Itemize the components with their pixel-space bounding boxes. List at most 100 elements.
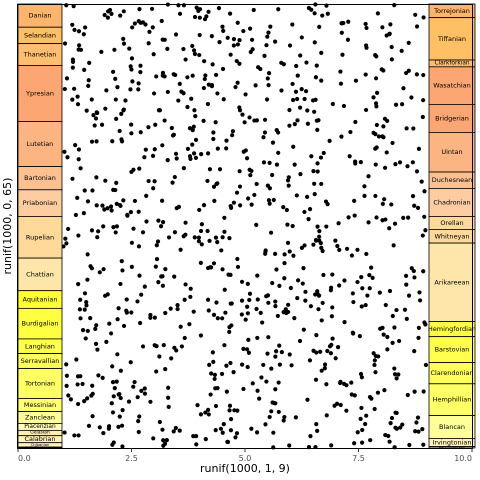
scatter-point	[329, 314, 334, 319]
scatter-point	[373, 162, 378, 167]
right-timescale-interval-label: Hemingfordian	[428, 325, 476, 333]
scatter-point	[282, 252, 287, 257]
scatter-point	[111, 225, 116, 230]
scatter-point	[187, 154, 193, 159]
scatter-point	[294, 193, 299, 198]
scatter-point	[139, 292, 144, 297]
scatter-point	[64, 76, 70, 81]
right-timescale-interval: Clarendonian	[428, 362, 476, 385]
scatter-point	[220, 316, 225, 321]
scatter-point	[138, 130, 143, 135]
scatter-point	[140, 344, 146, 349]
scatter-point	[161, 443, 166, 448]
scatter-point	[113, 76, 118, 81]
scatter-point	[352, 441, 357, 446]
scatter-point	[273, 251, 278, 256]
right-timescale-interval: Uintan	[428, 132, 476, 173]
scatter-point	[252, 192, 257, 198]
scatter-point	[151, 52, 156, 57]
scatter-point	[185, 146, 191, 152]
scatter-point	[417, 290, 422, 295]
scatter-point	[128, 360, 133, 365]
scatter-point	[265, 351, 270, 356]
scatter-point	[399, 48, 404, 53]
scatter-point	[142, 155, 147, 160]
scatter-point	[293, 89, 299, 94]
scatter-point	[96, 229, 101, 234]
scatter-point	[142, 386, 147, 391]
scatter-point	[353, 78, 359, 83]
scatter-point	[198, 228, 204, 234]
scatter-point	[273, 304, 278, 309]
scatter-point	[228, 52, 233, 57]
scatter-point	[224, 363, 229, 368]
scatter-point	[371, 351, 376, 356]
scatter-point	[352, 393, 357, 398]
left-timescale-interval: Ypresian	[17, 65, 63, 122]
scatter-point	[360, 440, 365, 445]
scatter-point	[355, 247, 360, 252]
scatter-point	[416, 335, 421, 341]
scatter-point	[390, 140, 395, 146]
scatter-point	[115, 352, 120, 357]
scatter-point	[181, 91, 186, 96]
left-timescale-interval-label: Late Pleistocene	[26, 446, 55, 450]
scatter-point	[208, 392, 213, 397]
scatter-point	[389, 57, 394, 62]
scatter-point	[344, 408, 349, 413]
scatter-point	[385, 118, 390, 123]
scatter-point	[318, 349, 323, 354]
left-timescale-bar: Danian Selandian Thanetian Ypresian Lutetian…	[17, 3, 63, 450]
scatter-point	[166, 385, 171, 390]
scatter-point	[190, 142, 195, 147]
scatter-point	[229, 301, 234, 306]
scatter-point	[265, 293, 271, 298]
scatter-point	[136, 81, 141, 86]
scatter-point	[172, 230, 178, 235]
scatter-point	[295, 96, 300, 102]
scatter-point	[249, 37, 255, 42]
x-axis: 0.0 2.5 5.0 7.5 10.0	[17, 448, 473, 463]
left-timescale-interval: Messinian	[17, 398, 63, 413]
left-timescale-interval-label: Burdigalian	[22, 320, 59, 328]
scatter-point	[308, 434, 313, 439]
scatter-point	[379, 67, 384, 72]
scatter-point	[294, 63, 299, 69]
scatter-point	[119, 137, 124, 142]
scatter-point	[313, 237, 319, 243]
scatter-point	[227, 11, 233, 16]
scatter-point	[78, 297, 83, 302]
scatter-point	[224, 138, 229, 143]
right-timescale-interval-label: Hemphillian	[433, 396, 472, 404]
scatter-point	[316, 307, 321, 312]
scatter-point	[163, 310, 168, 316]
scatter-point	[89, 97, 94, 102]
x-tick-label: 0.0	[18, 454, 31, 463]
scatter-point	[277, 343, 282, 348]
right-timescale-interval-box	[428, 242, 476, 323]
scatter-point	[160, 274, 165, 279]
scatter-point	[341, 103, 347, 109]
right-timescale-interval-box	[428, 336, 476, 364]
scatter-point	[414, 169, 420, 174]
scatter-point	[359, 304, 364, 309]
scatter-point	[206, 308, 211, 313]
scatter-point	[212, 198, 217, 203]
scatter-point	[298, 53, 303, 58]
scatter-point	[388, 22, 393, 27]
scatter-point	[70, 97, 75, 102]
scatter-point	[192, 14, 198, 20]
scatter-point	[394, 426, 399, 431]
scatter-point	[64, 373, 69, 378]
scatter-point	[136, 429, 141, 435]
scatter-point	[148, 315, 153, 320]
scatter-point	[266, 83, 271, 88]
scatter-point	[317, 234, 322, 239]
scatter-point	[423, 322, 428, 327]
scatter-point	[359, 375, 364, 380]
scatter-point	[159, 18, 164, 24]
scatter-point	[130, 25, 135, 30]
scatter-point	[176, 98, 181, 103]
scatter-point	[179, 344, 184, 349]
scatter-point	[302, 209, 307, 215]
